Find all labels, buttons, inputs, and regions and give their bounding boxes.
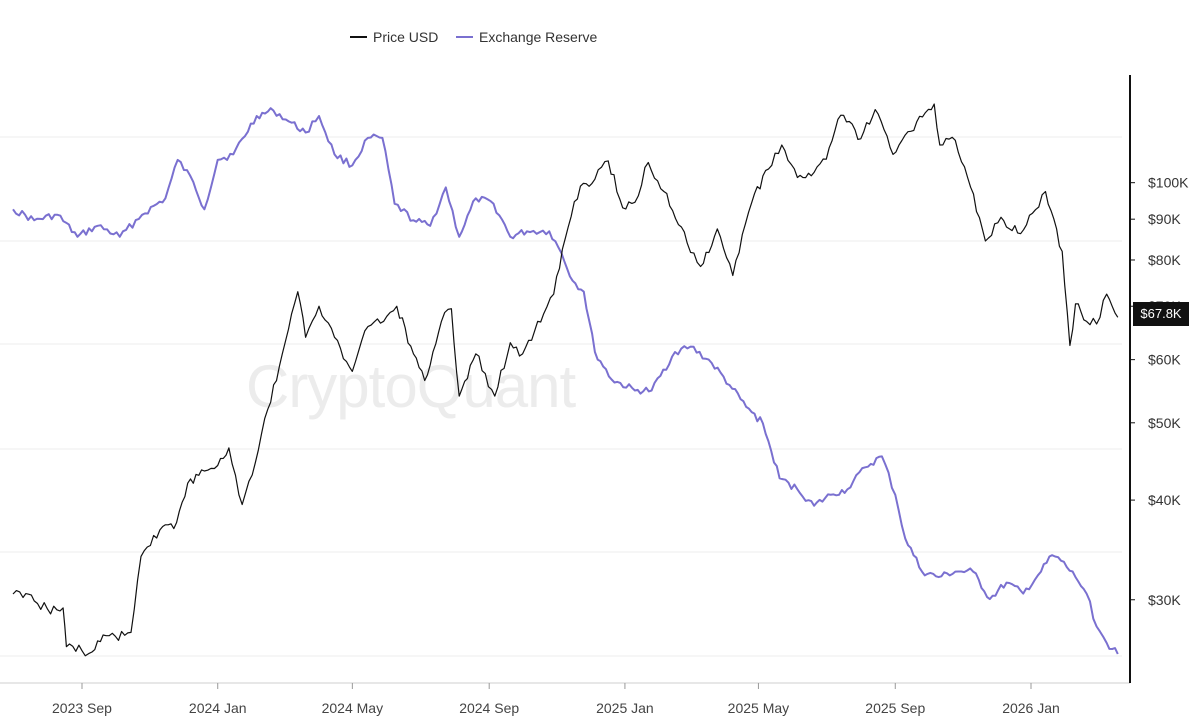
y-tick-label: $90K: [1148, 211, 1181, 227]
x-tick-label: 2024 Sep: [459, 700, 519, 716]
legend-item-price[interactable]: Price USD: [350, 29, 438, 45]
series-line-price: [12, 103, 1119, 657]
x-tick-label: 2025 Jan: [596, 700, 654, 716]
x-tick-label: 2024 May: [322, 700, 383, 716]
legend: Price USD Exchange Reserve: [0, 29, 1200, 51]
x-tick-label: 2023 Sep: [52, 700, 112, 716]
legend-item-reserve[interactable]: Exchange Reserve: [456, 29, 597, 45]
legend-swatch-reserve: [456, 36, 473, 38]
y-tick-label: $80K: [1148, 252, 1181, 268]
x-tick-label: 2025 Sep: [865, 700, 925, 716]
y-tick-label: $60K: [1148, 352, 1181, 368]
x-tick-label: 2025 May: [728, 700, 789, 716]
legend-label-price: Price USD: [373, 29, 439, 45]
legend-label-reserve: Exchange Reserve: [479, 29, 598, 45]
y-tick-label: $50K: [1148, 415, 1181, 431]
y-tick-label: $100K: [1148, 175, 1189, 191]
x-tick-label: 2026 Jan: [1002, 700, 1060, 716]
y-tick-label: $40K: [1148, 492, 1181, 508]
series-line-exchange-reserve: [12, 107, 1119, 655]
current-price-tag: $67.8K: [1133, 302, 1189, 326]
legend-swatch-price: [350, 36, 367, 38]
y-tick-label: $30K: [1148, 592, 1181, 608]
x-tick-label: 2024 Jan: [189, 700, 247, 716]
